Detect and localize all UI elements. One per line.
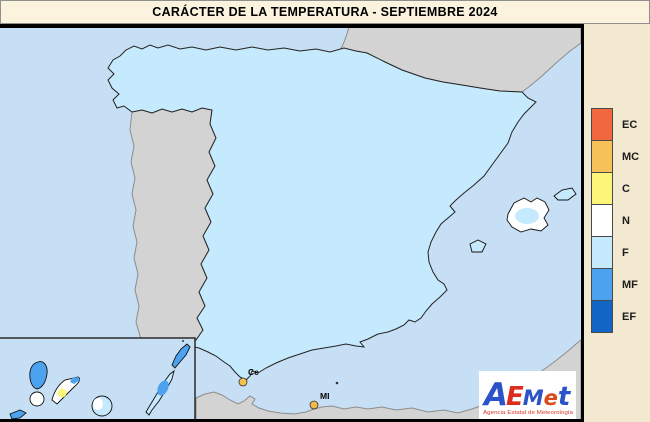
legend-item-c: C (591, 172, 650, 205)
legend-item-mc: MC (591, 140, 650, 173)
lanzarote (171, 343, 191, 369)
legend-label-ec: EC (622, 118, 638, 131)
legend-swatch-mc (591, 140, 613, 173)
lanzarote-islet (182, 340, 184, 342)
legend-swatch-n (591, 204, 613, 237)
alboran-islet (335, 381, 339, 385)
melilla-dot (309, 400, 319, 410)
tenerife-c-spot (57, 388, 67, 398)
fuerteventura-mf-area (157, 380, 169, 396)
ibiza (469, 239, 487, 253)
ceuta-dot (238, 377, 248, 387)
legend-item-mf: MF (591, 268, 650, 301)
city-markers: Ce MI (238, 367, 329, 410)
la-palma (29, 361, 48, 390)
legend-swatch-ec (591, 108, 613, 141)
legend-label-c: C (622, 182, 630, 195)
tenerife (51, 376, 81, 405)
legend-swatch-f (591, 236, 613, 269)
logo-wordmark: AEMet (481, 377, 572, 413)
legend-label-f: F (622, 246, 629, 259)
logo-background (479, 371, 576, 419)
melilla-label: MI (320, 391, 329, 401)
menorca (553, 187, 577, 201)
map-svg: Ce MI AEMet Agencia Estatal de Meteorolo… (0, 28, 581, 419)
legend-swatch-ef (591, 300, 613, 333)
mallorca-f-area (515, 208, 539, 224)
legend-label-mc: MC (622, 150, 640, 163)
canary-inset (0, 337, 196, 419)
tenerife-mf-tip (70, 377, 80, 384)
balearic-islands (469, 187, 577, 253)
legend-label-ef: EF (622, 310, 637, 323)
page-title: CARÁCTER DE LA TEMPERATURA - SEPTIEMBRE … (0, 0, 650, 24)
legend-swatch-c (591, 172, 613, 205)
gran-canaria-n-area (93, 398, 103, 410)
legend-item-f: F (591, 236, 650, 269)
la-gomera (29, 391, 45, 407)
ceuta-label: Ce (248, 367, 259, 377)
legend: EC MC C N F MF EF (591, 108, 650, 333)
logo-tagline: Agencia Estatal de Meteorología (483, 410, 574, 416)
legend-item-ec: EC (591, 108, 650, 141)
legend-item-n: N (591, 204, 650, 237)
temperature-map: Ce MI AEMet Agencia Estatal de Meteorolo… (0, 24, 584, 422)
legend-item-ef: EF (591, 300, 650, 333)
legend-swatch-mf (591, 268, 613, 301)
legend-label-mf: MF (622, 278, 638, 291)
legend-label-n: N (622, 214, 630, 227)
aemet-logo: AEMet Agencia Estatal de Meteorología (479, 371, 576, 419)
el-hierro (9, 409, 27, 419)
